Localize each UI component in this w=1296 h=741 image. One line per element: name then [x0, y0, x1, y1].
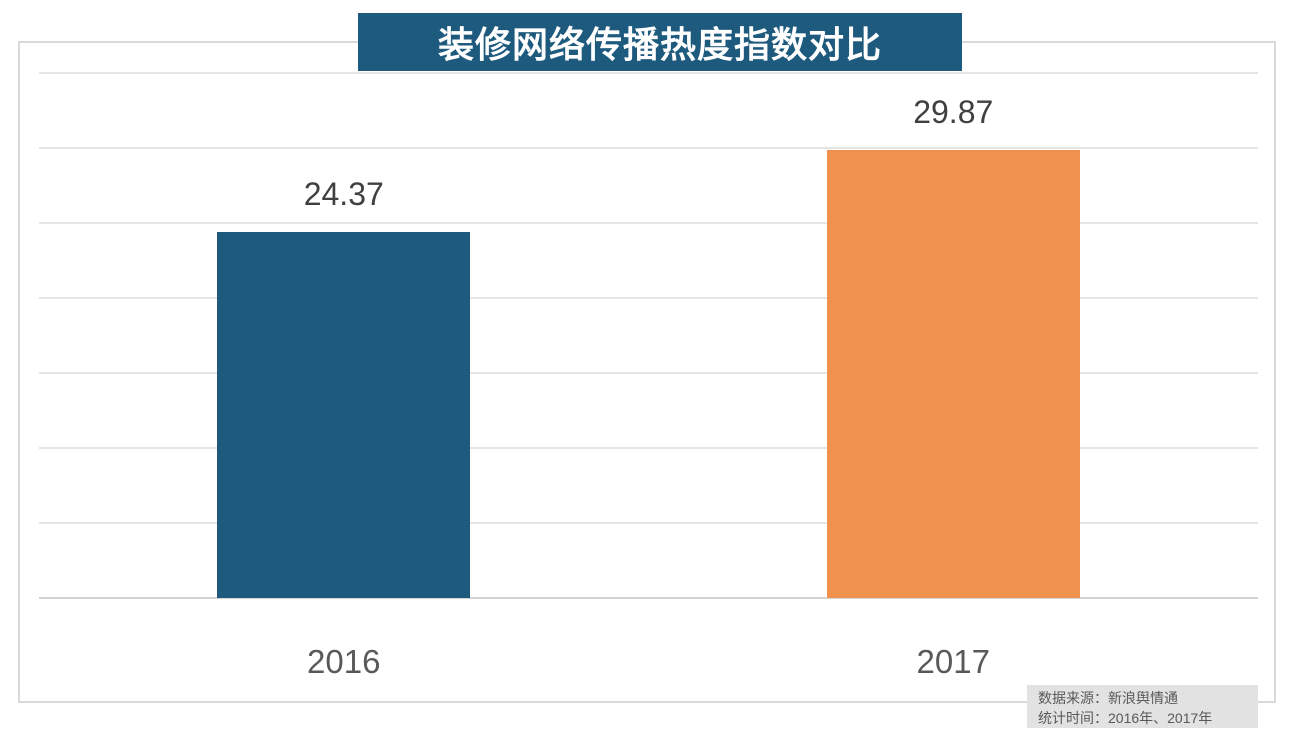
bar-value-label: 24.37 [303, 175, 384, 212]
bar-value-label: 29.87 [913, 93, 994, 130]
gridline [39, 147, 1258, 149]
bar-2016 [217, 232, 471, 598]
plot-area: 24.37 2016 29.87 2017 [39, 72, 1258, 680]
gridline [39, 72, 1258, 74]
gridline [39, 522, 1258, 524]
source-note: 数据来源：新浪舆情通 统计时间：2016年、2017年 [1027, 685, 1258, 728]
gridline [39, 297, 1258, 299]
x-axis-category-label: 2016 [307, 643, 381, 680]
x-axis-category-label: 2017 [916, 643, 990, 680]
chart-title: 装修网络传播热度指数对比 [437, 24, 882, 65]
source-note-line2: 统计时间：2016年、2017年 [1038, 710, 1213, 726]
gridline [39, 222, 1258, 224]
chart-title-banner: 装修网络传播热度指数对比 [358, 13, 962, 71]
gridline [39, 447, 1258, 449]
gridline [39, 372, 1258, 374]
bar-2017 [826, 150, 1080, 598]
source-note-line1: 数据来源：新浪舆情通 [1038, 690, 1178, 706]
x-axis-line [39, 597, 1258, 599]
